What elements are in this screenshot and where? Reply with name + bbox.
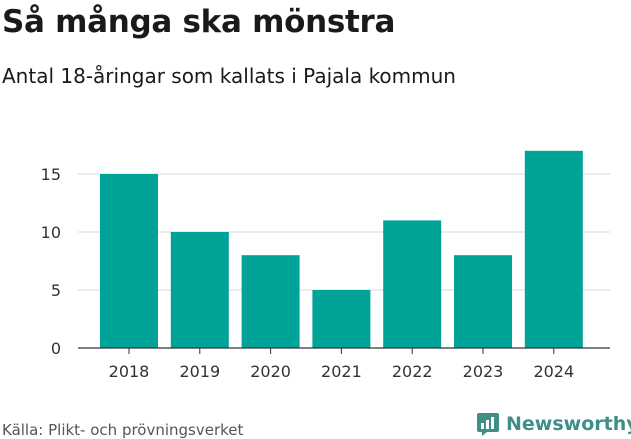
bar-2022	[383, 220, 442, 348]
x-tick-label: 2022	[392, 362, 433, 381]
bar-2023	[454, 255, 512, 348]
bar-2018	[100, 174, 158, 348]
chart-subtitle: Antal 18-åringar som kallats i Pajala ko…	[2, 64, 456, 88]
x-tick-labels: 2018 2019 2020 2021 2022 2023 2024	[109, 348, 574, 381]
y-tick-label: 15	[41, 165, 61, 184]
bar-2021	[312, 290, 371, 348]
source-note: Källa: Plikt- och prövningsverket	[2, 421, 244, 439]
y-tick-label: 0	[51, 339, 61, 358]
x-tick-label: 2019	[179, 362, 220, 381]
bar-chart: 0 5 10 15 2018 2019 2020 2021 2022 2023 2024	[41, 150, 610, 381]
x-tick-label: 2018	[109, 362, 150, 381]
y-tick-labels: 0 5 10 15	[41, 165, 61, 358]
brand-name: Newsworthy	[506, 413, 631, 435]
bars	[100, 150, 583, 348]
chart-title: Så många ska mönstra	[2, 4, 396, 40]
newsworthy-brand[interactable]: Newsworthy	[476, 409, 631, 439]
y-tick-label: 5	[51, 281, 61, 300]
x-tick-label: 2020	[250, 362, 291, 381]
newsworthy-logo-icon	[477, 413, 499, 436]
y-tick-label: 10	[41, 223, 61, 242]
bar-2019	[170, 232, 229, 348]
x-tick-label: 2021	[321, 362, 362, 381]
bar-2020	[241, 255, 300, 348]
bar-2024	[524, 150, 583, 348]
x-tick-label: 2023	[463, 362, 504, 381]
x-tick-label: 2024	[533, 362, 574, 381]
